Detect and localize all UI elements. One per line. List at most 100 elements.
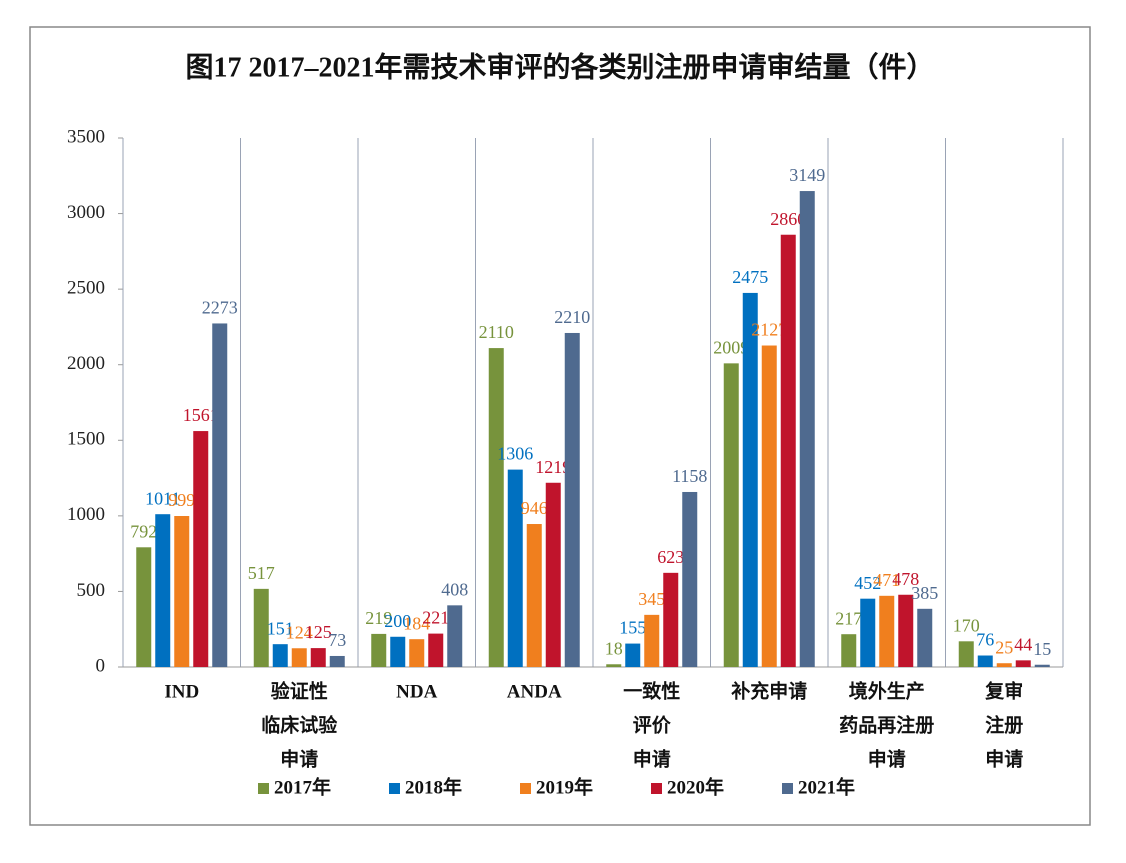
value-label: 345 (638, 589, 665, 609)
value-label: 170 (953, 615, 980, 635)
value-label: 73 (328, 630, 346, 650)
bar (174, 516, 190, 667)
value-label: 76 (976, 630, 994, 650)
value-label: 623 (657, 547, 684, 567)
bar (780, 234, 796, 667)
value-label: 2860 (770, 209, 806, 229)
value-label: 1219 (535, 457, 571, 477)
value-label: 517 (248, 563, 275, 583)
x-tick-label: 申请 (280, 747, 318, 770)
value-label: 184 (403, 613, 430, 633)
value-label: 2009 (713, 337, 749, 357)
bar (663, 572, 679, 667)
value-label: 2475 (732, 267, 768, 287)
legend-swatch (520, 783, 531, 794)
bar (193, 431, 209, 667)
bar (447, 605, 463, 667)
value-label: 471 (873, 570, 900, 590)
x-tick-label: 临床试验 (261, 713, 338, 736)
chart-title: 图17 2017–2021年需技术审评的各类别注册申请审结量（件） (185, 50, 934, 83)
value-label: 946 (521, 498, 548, 518)
bar (879, 595, 895, 667)
x-tick-label: 复审 (984, 679, 1023, 702)
bar (272, 644, 288, 667)
y-tick-label: 3500 (67, 126, 105, 147)
value-label: 18 (605, 638, 623, 658)
value-label: 2210 (554, 307, 590, 327)
bar (606, 664, 622, 667)
x-tick-label: 申请 (985, 747, 1023, 770)
legend-label: 2018年 (405, 775, 462, 798)
y-tick-label: 3000 (67, 202, 105, 223)
value-label: 1011 (145, 488, 180, 508)
value-label: 2127 (751, 320, 787, 340)
legend-label: 2019年 (536, 775, 593, 798)
bar (155, 514, 171, 667)
bar (507, 469, 523, 667)
legend-swatch (782, 783, 793, 794)
legend-label: 2017年 (274, 775, 331, 798)
y-tick-label: 2000 (67, 353, 105, 374)
bar (1034, 664, 1050, 667)
value-label: 125 (305, 622, 332, 642)
bar (841, 634, 857, 667)
x-tick-label: IND (164, 681, 199, 702)
legend-swatch (389, 783, 400, 794)
value-label: 124 (286, 622, 313, 642)
y-tick-label: 1000 (67, 504, 105, 525)
value-label: 15 (1033, 639, 1051, 659)
bar (996, 663, 1012, 667)
value-label: 2110 (479, 322, 514, 342)
bar (545, 482, 561, 667)
y-tick-label: 0 (96, 655, 106, 676)
x-tick-label: 补充申请 (731, 679, 807, 702)
chart-frame (29, 26, 1091, 826)
x-tick-label: 评价 (633, 714, 672, 736)
bar (742, 292, 758, 667)
bar (409, 639, 425, 667)
x-tick-label: 注册 (985, 713, 1023, 736)
bar (488, 348, 504, 667)
bar (723, 363, 739, 667)
value-label: 1158 (672, 466, 707, 486)
bar (291, 648, 307, 667)
value-label: 217 (835, 608, 862, 628)
value-label: 155 (619, 618, 646, 638)
value-label: 1306 (497, 444, 533, 464)
bar (898, 594, 914, 667)
bar (1015, 660, 1031, 667)
value-label: 219 (365, 608, 392, 628)
bar (390, 636, 406, 667)
bar (564, 332, 580, 667)
bar (428, 633, 444, 667)
bar (625, 643, 641, 667)
legend-swatch (258, 783, 269, 794)
bar (253, 588, 269, 667)
value-label: 221 (422, 608, 449, 628)
bar (371, 633, 387, 667)
legend-label: 2021年 (798, 775, 855, 798)
y-tick-label: 1500 (67, 429, 105, 450)
value-label: 452 (854, 573, 881, 593)
y-tick-label: 500 (77, 580, 106, 601)
value-label: 3149 (789, 165, 825, 185)
value-label: 44 (1014, 634, 1032, 654)
x-tick-label: 申请 (868, 747, 906, 770)
x-tick-label: ANDA (507, 681, 562, 702)
x-tick-label: 验证性 (271, 679, 328, 702)
value-label: 408 (441, 579, 468, 599)
legend-label: 2020年 (667, 775, 724, 798)
value-label: 792 (130, 521, 157, 541)
bar (329, 655, 345, 667)
value-label: 999 (168, 490, 195, 510)
y-tick-label: 2500 (67, 278, 105, 299)
bar (644, 614, 660, 667)
value-label: 200 (384, 611, 411, 631)
bar (761, 345, 777, 667)
bar (682, 491, 698, 667)
bar (860, 598, 876, 667)
value-label: 385 (911, 583, 938, 603)
value-label: 478 (892, 569, 919, 589)
value-label: 151 (267, 618, 294, 638)
